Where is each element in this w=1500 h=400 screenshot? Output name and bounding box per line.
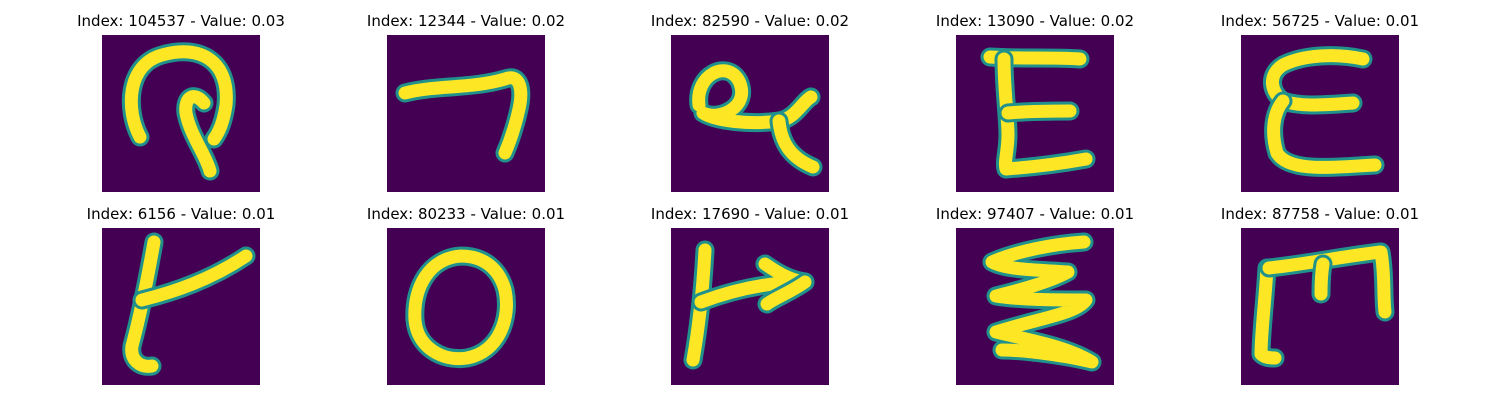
- glyph-stroke: [124, 45, 233, 146]
- glyph-image: [102, 35, 260, 192]
- glyph-stroke: [1262, 245, 1392, 319]
- glyph-image: [1241, 228, 1399, 385]
- panel-title-7: Index: 80233 - Value: 0.01: [366, 205, 566, 223]
- panel-title-8: Index: 17690 - Value: 0.01: [650, 205, 850, 223]
- sample-image-10: [1241, 228, 1399, 385]
- panel-title-5: Index: 56725 - Value: 0.01: [1220, 12, 1420, 30]
- sample-image-6: [102, 228, 260, 385]
- sample-image-4: [956, 35, 1114, 192]
- panel-title-3: Index: 82590 - Value: 0.02: [650, 12, 850, 30]
- glyph-image: [671, 35, 829, 192]
- sample-image-9: [956, 228, 1114, 385]
- glyph-stroke: [985, 235, 1099, 369]
- panel-title-4: Index: 13090 - Value: 0.02: [935, 12, 1135, 30]
- glyph-image: [671, 228, 829, 385]
- glyph-stroke: [179, 90, 217, 178]
- panel-title-2: Index: 12344 - Value: 0.02: [366, 12, 566, 30]
- glyph-stroke: [1266, 49, 1370, 112]
- panel-title-9: Index: 97407 - Value: 0.01: [935, 205, 1135, 223]
- glyph-stroke: [1314, 257, 1330, 301]
- glyph-image: [387, 35, 545, 192]
- glyph-stroke: [772, 114, 820, 174]
- glyph-stroke: [398, 71, 528, 160]
- glyph-stroke: [408, 249, 513, 366]
- glyph-stroke: [1001, 104, 1077, 120]
- glyph-image: [387, 228, 545, 385]
- glyph-image: [956, 35, 1114, 192]
- panel-title-10: Index: 87758 - Value: 0.01: [1220, 205, 1420, 223]
- glyph-stroke: [135, 249, 253, 307]
- glyph-image: [102, 228, 260, 385]
- glyph-stroke: [1254, 261, 1282, 365]
- sample-image-7: [387, 228, 545, 385]
- glyph-stroke: [1267, 94, 1382, 174]
- glyph-stroke: [997, 52, 1093, 176]
- sample-image-3: [671, 35, 829, 192]
- sample-image-2: [387, 35, 545, 192]
- sample-image-1: [102, 35, 260, 192]
- panel-title-6: Index: 6156 - Value: 0.01: [86, 205, 276, 223]
- panel-title-1: Index: 104537 - Value: 0.03: [77, 12, 285, 30]
- glyph-stroke: [760, 275, 812, 311]
- glyph-image: [956, 228, 1114, 385]
- glyph-image: [1241, 35, 1399, 192]
- sample-image-5: [1241, 35, 1399, 192]
- glyph-stroke: [125, 235, 161, 373]
- sample-image-8: [671, 228, 829, 385]
